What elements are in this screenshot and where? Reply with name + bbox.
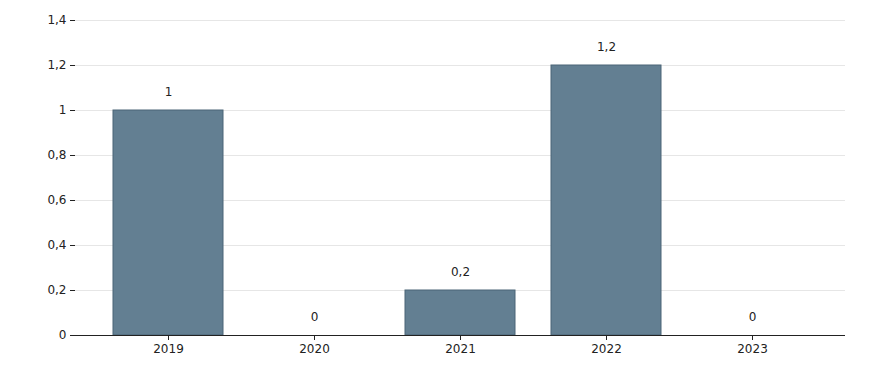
svg-text:0,2: 0,2 <box>451 265 470 279</box>
svg-text:1,4: 1,4 <box>47 13 66 27</box>
svg-text:2021: 2021 <box>445 342 476 356</box>
svg-text:1,2: 1,2 <box>597 40 616 54</box>
svg-text:0,8: 0,8 <box>47 148 66 162</box>
svg-text:0: 0 <box>59 328 67 342</box>
svg-text:0: 0 <box>749 310 757 324</box>
svg-text:0,4: 0,4 <box>47 238 66 252</box>
svg-text:2023: 2023 <box>737 342 768 356</box>
svg-text:1: 1 <box>165 85 173 99</box>
svg-text:1: 1 <box>59 103 67 117</box>
svg-text:0,2: 0,2 <box>47 283 66 297</box>
html-text:(c) Trivano.com: (c) Trivano.com <box>795 1 880 14</box>
svg-text:0: 0 <box>311 310 319 324</box>
svg-text:0,6: 0,6 <box>47 193 66 207</box>
svg-text:2019: 2019 <box>153 342 184 356</box>
svg-text:2022: 2022 <box>591 342 622 356</box>
svg-text:2020: 2020 <box>299 342 330 356</box>
svg-text:1,2: 1,2 <box>47 58 66 72</box>
